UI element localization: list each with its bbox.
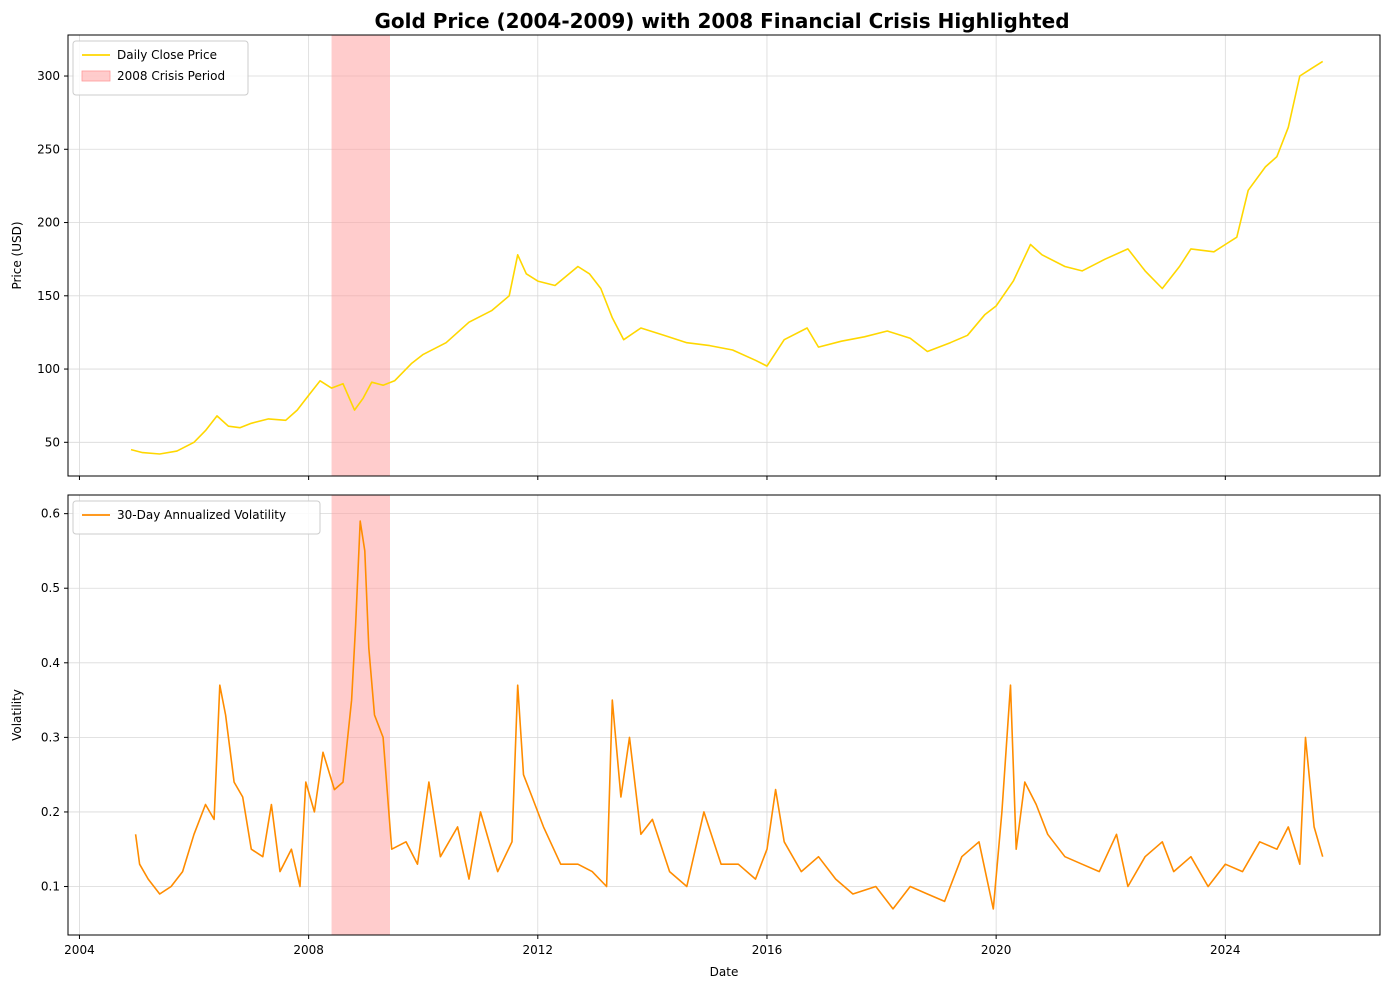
volatility-x-tick-label: 2004 bbox=[64, 943, 95, 957]
volatility-y-tick-label: 0.3 bbox=[41, 730, 60, 744]
price-y-axis-label: Price (USD) bbox=[10, 221, 24, 289]
volatility-y-tick-label: 0.4 bbox=[41, 656, 60, 670]
volatility-x-axis-label: Date bbox=[710, 965, 739, 979]
volatility-x-tick-label: 2012 bbox=[523, 943, 554, 957]
volatility-legend: 30-Day Annualized Volatility bbox=[72, 500, 321, 535]
price-crisis-region bbox=[331, 35, 390, 476]
price-y-tick-label: 150 bbox=[37, 289, 60, 303]
volatility-y-tick-label: 0.2 bbox=[41, 805, 60, 819]
volatility-x-tick-label: 2016 bbox=[752, 943, 783, 957]
volatility-x-tick-label: 2024 bbox=[1210, 943, 1241, 957]
legend-entry-label: Daily Close Price bbox=[117, 48, 217, 62]
price-y-tick-label: 50 bbox=[45, 435, 60, 449]
volatility-x-tick-label: 2020 bbox=[981, 943, 1012, 957]
price-y-tick-label: 100 bbox=[37, 362, 60, 376]
price-y-tick-label: 250 bbox=[37, 142, 60, 156]
price-axes-frame bbox=[67, 34, 1381, 477]
price-chart-panel: 50 100 150 200 250 300 Price (USD) Daily Close … bbox=[10, 34, 1381, 480]
volatility-axes-frame bbox=[67, 494, 1381, 936]
figure-title: Gold Price (2004-2009) with 2008 Financi… bbox=[374, 9, 1069, 33]
volatility-y-tick-label: 0.5 bbox=[41, 581, 60, 595]
volatility-x-tick-label: 2008 bbox=[293, 943, 324, 957]
legend-swatch-crisis bbox=[81, 70, 111, 82]
legend-entry-label: 2008 Crisis Period bbox=[117, 69, 225, 83]
price-y-tick-label: 300 bbox=[37, 69, 60, 83]
volatility-crisis-region bbox=[331, 495, 390, 935]
price-legend: Daily Close Price 2008 Crisis Period bbox=[72, 40, 249, 96]
legend-entry-label: 30-Day Annualized Volatility bbox=[117, 508, 286, 522]
volatility-chart-panel: 0.1 0.2 0.3 0.4 0.5 0.6 2004 2008 2012 2016 2020 20… bbox=[10, 494, 1381, 979]
price-series-line bbox=[130, 60, 1324, 455]
price-y-tick-label: 200 bbox=[37, 216, 60, 230]
volatility-series-line bbox=[134, 520, 1324, 910]
volatility-y-axis-label: Volatility bbox=[10, 689, 24, 741]
volatility-y-tick-label: 0.6 bbox=[41, 507, 60, 521]
volatility-y-tick-label: 0.1 bbox=[41, 880, 60, 894]
